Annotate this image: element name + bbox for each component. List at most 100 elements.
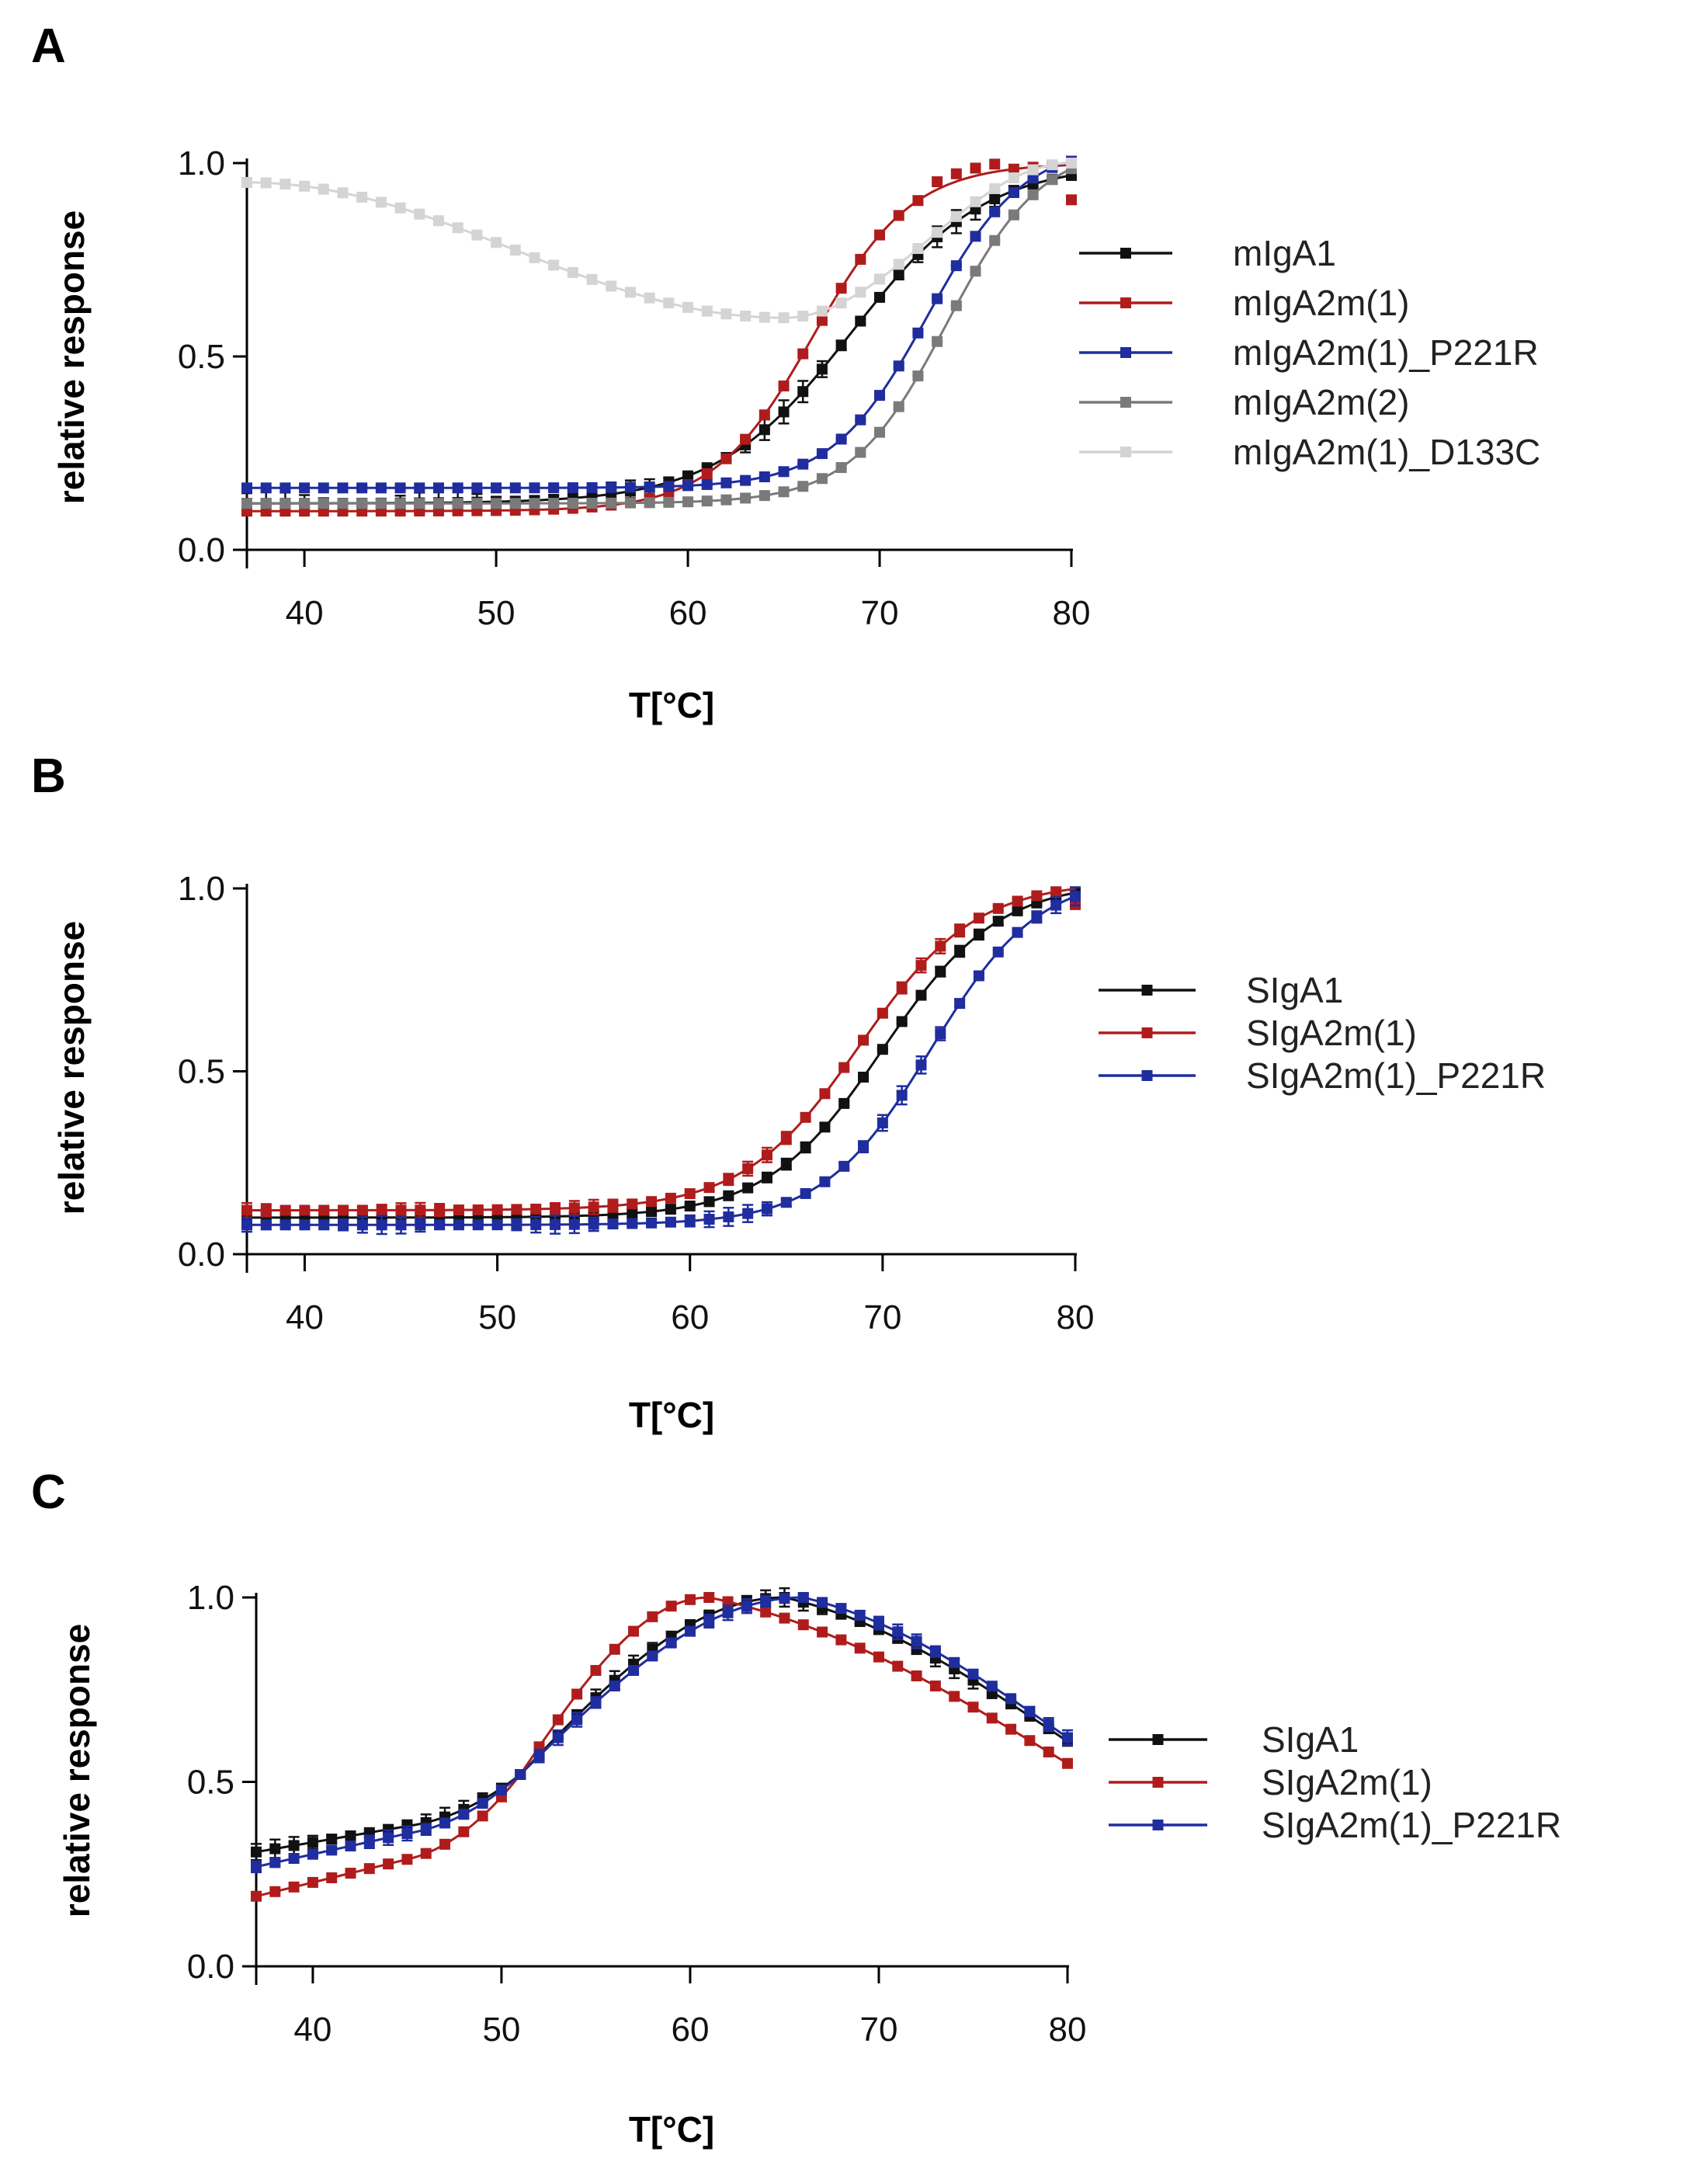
panel-b-data-point — [800, 1142, 811, 1153]
panel-b: B relative response T[°C] 0.0 0.5 1.0 40 50 6… — [31, 749, 1546, 1435]
panel-c-y-tick-label: 1.0 — [187, 1579, 234, 1617]
panel-a-data-point — [432, 498, 444, 509]
panel-a-data-point — [491, 498, 502, 509]
panel-c-data-point — [609, 1643, 620, 1655]
panel-c-data-point — [269, 1886, 281, 1897]
panel-c-legend-label: SIgA2m(1)_P221R — [1262, 1805, 1561, 1845]
panel-b-data-point — [877, 1117, 888, 1128]
panel-b-data-point — [338, 1204, 349, 1216]
panel-c-data-point — [967, 1668, 979, 1680]
panel-c-x-tick-label: 80 — [1049, 2011, 1087, 2049]
panel-c-data-point — [458, 1809, 470, 1820]
panel-b-data-point — [530, 1203, 542, 1215]
panel-c-fit-line — [255, 1596, 1068, 1868]
panel-c-x-tick-label: 40 — [293, 2011, 332, 2049]
panel-b-data-point — [761, 1203, 772, 1215]
panel-a-data-point — [1008, 172, 1019, 184]
panel-c-data-point — [929, 1646, 941, 1657]
panel-b-data-point — [858, 1072, 870, 1083]
panel-b-data-point — [491, 1204, 503, 1215]
panel-a-data-point — [1047, 174, 1058, 186]
panel-c-legend-marker — [1152, 1734, 1164, 1745]
panel-a-data-point — [1008, 163, 1019, 175]
panel-a-data-point — [1027, 172, 1039, 184]
panel-a-data-point — [606, 497, 617, 509]
panel-c-data-point — [269, 1857, 281, 1868]
panel-a-data-point — [720, 477, 732, 488]
panel-b-data-point — [992, 902, 1004, 914]
panel-b-data-point — [588, 1218, 599, 1230]
panel-b-data-point — [838, 1097, 850, 1109]
panel-a-data-point — [394, 482, 406, 494]
panel-c-data-point — [911, 1670, 922, 1682]
panel-b-y-axis-title: relative response — [51, 921, 92, 1215]
panel-a-plot: 0.0 0.5 1.0 40 50 60 70 80 — [178, 144, 1091, 632]
panel-a-data-point — [1066, 194, 1077, 206]
panel-c-data-point — [1024, 1705, 1036, 1717]
panel-a-x-tick-label: 80 — [1053, 594, 1091, 632]
panel-c-data-point — [477, 1798, 488, 1809]
panel-b-data-point — [954, 998, 966, 1010]
panel-c-data-point — [251, 1846, 262, 1858]
panel-b-data-point — [858, 1141, 870, 1152]
panel-a-data-point — [241, 176, 252, 188]
panel-c-data-point — [949, 1691, 960, 1702]
panel-c-y-tick-label: 0.0 — [187, 1948, 234, 1986]
panel-b-data-point — [472, 1204, 484, 1215]
panel-a-data-point — [835, 297, 847, 309]
panel-c-data-point — [1043, 1719, 1054, 1730]
panel-a-data-point — [318, 183, 329, 195]
panel-b-data-point — [472, 1219, 484, 1231]
panel-a-legend-marker — [1120, 347, 1131, 358]
panel-b-data-point — [742, 1208, 754, 1219]
panel-c-legend-label: SIgA2m(1) — [1262, 1762, 1432, 1802]
panel-b-data-point — [1012, 926, 1023, 938]
panel-b-data-point — [356, 1204, 368, 1216]
panel-a-x-axis-title: T[°C] — [629, 685, 714, 725]
panel-a-data-point — [835, 283, 847, 294]
panel-b-data-point — [338, 1219, 349, 1231]
panel-b-data-point — [415, 1204, 426, 1216]
panel-c-data-point — [609, 1681, 620, 1691]
panel-a-data-point — [682, 480, 694, 492]
panel-b-data-point — [858, 1034, 870, 1046]
panel-a-data-point — [797, 311, 809, 322]
panel-a-data-point — [989, 235, 1001, 246]
panel-b-data-point — [992, 916, 1004, 927]
panel-a-y-tick-label: 0.5 — [178, 338, 225, 376]
panel-b-data-point — [568, 1218, 580, 1230]
panel-c-data-point — [892, 1660, 904, 1672]
panel-a-data-point — [644, 497, 655, 509]
panel-b-data-point — [588, 1201, 599, 1213]
panel-a-data-point — [356, 482, 368, 494]
panel-a-data-point — [414, 482, 425, 494]
panel-a-data-point — [816, 315, 828, 326]
panel-a-data-point — [778, 406, 790, 418]
panel-a-data-point — [1027, 164, 1039, 176]
panel-b-data-point — [684, 1200, 696, 1211]
panel-c-data-point — [495, 1785, 507, 1796]
panel-c-data-point — [477, 1810, 488, 1822]
panel-a-legend-marker — [1120, 248, 1131, 259]
panel-a-data-point — [874, 273, 886, 285]
panel-a-data-point — [241, 498, 252, 509]
panel-a-data-point — [912, 243, 924, 255]
panel-a-data-point — [260, 177, 272, 189]
panel-a-data-point — [471, 498, 483, 509]
panel-b-x-tick-label: 50 — [478, 1298, 516, 1337]
panel-c-data-point — [779, 1593, 790, 1604]
panel-c-series-0 — [251, 1587, 1073, 1861]
panel-c-data-point — [326, 1844, 338, 1856]
panel-c-data-point — [363, 1836, 375, 1848]
panel-c-data-point — [251, 1890, 262, 1902]
panel-a-data-point — [471, 229, 483, 241]
panel-a-data-point — [624, 497, 636, 509]
panel-c-data-point — [251, 1861, 262, 1872]
panel-a-data-point — [893, 210, 904, 221]
panel-a-data-point — [950, 300, 962, 311]
panel-a-legend-item-3: mIgA2m(2) — [1079, 382, 1409, 422]
panel-c-data-point — [552, 1714, 564, 1726]
panel-a-data-point — [701, 305, 713, 317]
panel-c-data-point — [345, 1841, 356, 1852]
